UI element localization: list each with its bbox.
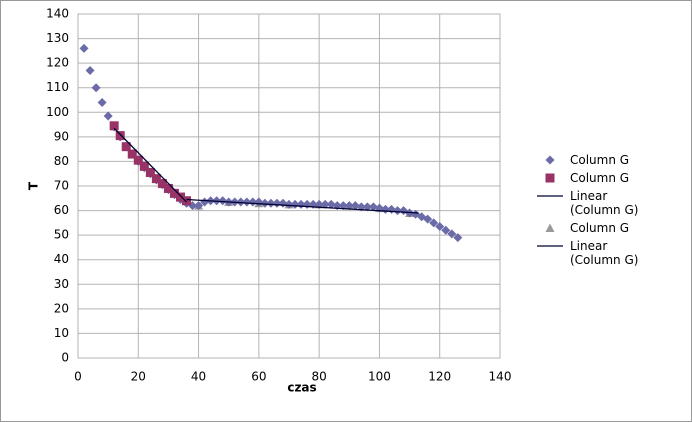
point [85, 66, 95, 76]
trend-line [186, 198, 419, 214]
legend-marker [545, 223, 555, 232]
y-axis-label: T [27, 181, 41, 190]
point [139, 161, 149, 171]
point [290, 199, 300, 209]
y-tick-label: 140 [46, 7, 69, 21]
point [115, 131, 125, 141]
y-tick-label: 70 [54, 179, 69, 193]
point [429, 218, 439, 228]
y-tick-label: 130 [46, 31, 69, 45]
x-tick-label: 100 [368, 370, 391, 384]
plot-area [77, 13, 501, 359]
point [368, 202, 378, 212]
y-tick-label: 100 [46, 105, 69, 119]
point [97, 97, 107, 107]
legend-label: Column G [570, 221, 630, 235]
legend-label: Linear (Column G) [570, 239, 639, 267]
y-tick-label: 120 [46, 56, 69, 70]
point [194, 201, 204, 211]
point [127, 149, 137, 159]
point [79, 43, 89, 53]
point [175, 192, 185, 202]
legend-label: Linear (Column G) [570, 189, 639, 217]
point [218, 196, 228, 206]
point [200, 197, 210, 207]
point [248, 197, 258, 207]
y-tick-label: 30 [54, 277, 69, 291]
point [320, 199, 330, 209]
x-tick-label: 0 [74, 370, 82, 384]
x-axis-label: czas [287, 381, 316, 395]
point [350, 201, 360, 211]
legend-marker [545, 173, 555, 183]
point [284, 199, 294, 209]
x-tick-label: 120 [428, 370, 451, 384]
y-tick-label: 40 [54, 252, 69, 266]
point [151, 174, 161, 184]
point [109, 121, 119, 131]
point [163, 183, 173, 193]
x-tick-label: 40 [191, 370, 206, 384]
point [393, 206, 403, 216]
legend-marker [545, 155, 555, 165]
point [326, 199, 336, 209]
point [121, 142, 131, 152]
point [453, 233, 463, 243]
point [182, 196, 192, 206]
point [266, 198, 276, 208]
point [423, 214, 433, 224]
point [133, 155, 143, 165]
point [145, 167, 155, 177]
point [169, 188, 179, 198]
point [435, 222, 445, 232]
legend-label: Column G [570, 153, 630, 167]
x-tick-label: 60 [251, 370, 266, 384]
y-tick-label: 0 [61, 351, 69, 365]
legend-label: Column G [570, 171, 630, 185]
y-tick-label: 60 [54, 203, 69, 217]
point [103, 111, 113, 121]
y-tick-label: 80 [54, 154, 69, 168]
point [362, 202, 372, 212]
y-tick-label: 50 [54, 228, 69, 242]
x-tick-label: 80 [312, 370, 327, 384]
point [441, 225, 451, 235]
point [91, 83, 101, 93]
point [157, 179, 167, 189]
point [236, 197, 246, 207]
point [447, 229, 457, 239]
trend-line [113, 127, 187, 203]
point [260, 198, 270, 208]
point [242, 197, 252, 207]
point [344, 201, 354, 211]
y-tick-label: 20 [54, 301, 69, 315]
y-tick-label: 110 [46, 80, 69, 94]
x-tick-label: 20 [131, 370, 146, 384]
x-tick-label: 140 [489, 370, 512, 384]
y-tick-label: 10 [54, 326, 69, 340]
y-tick-label: 90 [54, 129, 69, 143]
